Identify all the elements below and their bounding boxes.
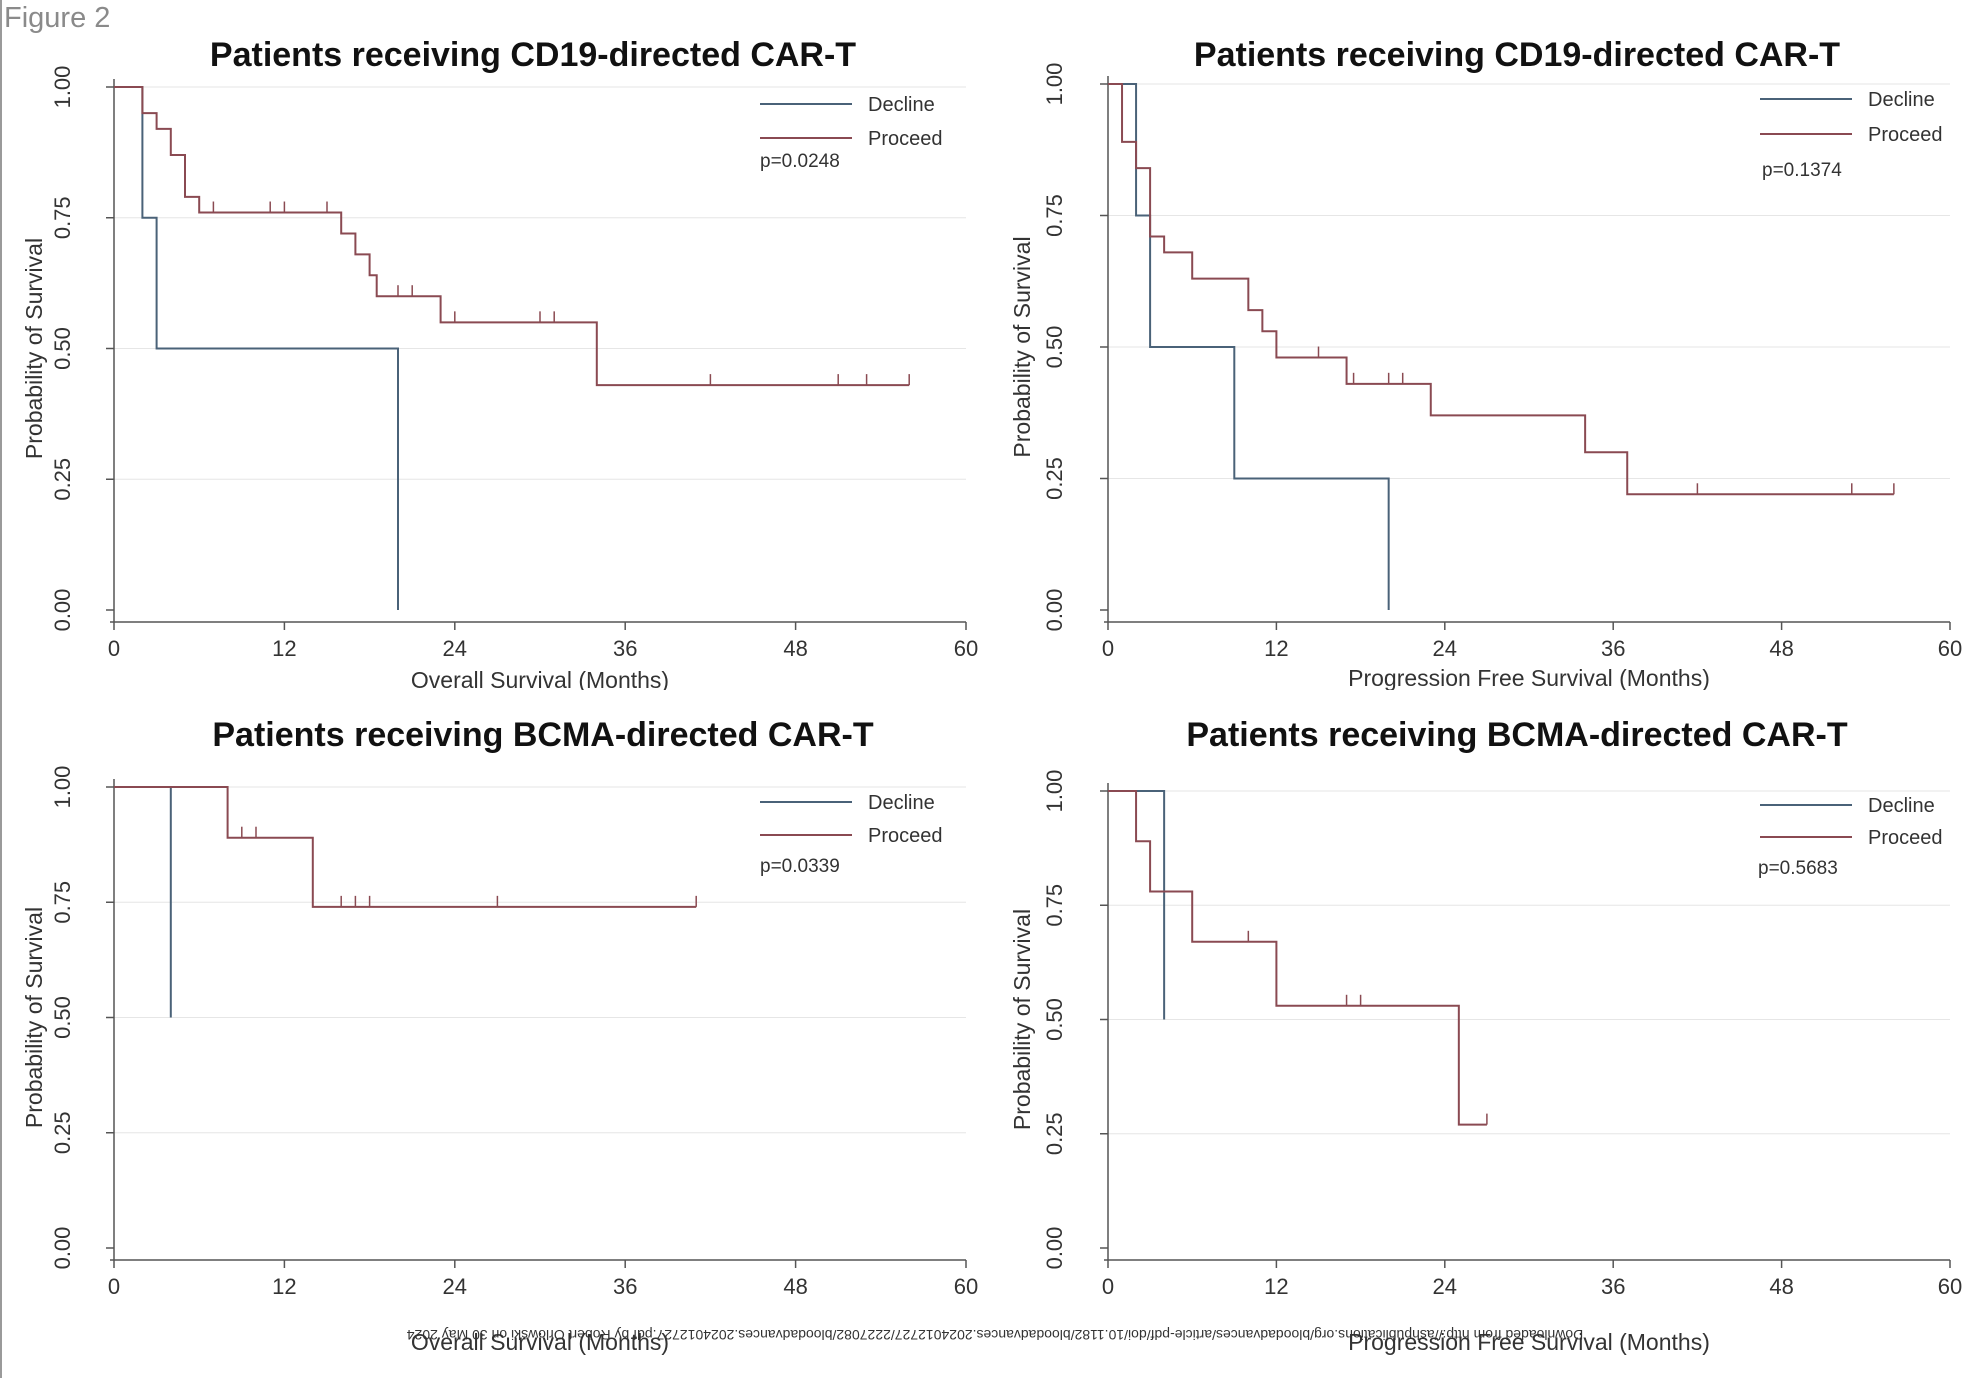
x-tick-label: 24 [443, 636, 467, 661]
legend-label-proceed: Proceed [1868, 124, 1943, 146]
chart-title: Patients receiving CD19-directed CAR-T [210, 36, 856, 74]
y-tick-label: 0.00 [1042, 589, 1067, 632]
y-tick-label: 1.00 [50, 66, 75, 109]
y-axis-label: Probability of Survival [21, 238, 47, 459]
y-tick-label: 1.00 [1042, 63, 1067, 106]
y-tick-label: 0.25 [50, 458, 75, 501]
x-tick-label: 48 [783, 1274, 807, 1299]
x-tick-label: 0 [1102, 636, 1114, 661]
y-tick-label: 1.00 [1042, 770, 1067, 813]
y-tick-label: 0.25 [1042, 457, 1067, 500]
legend-label-decline: Decline [1868, 795, 1935, 817]
p-value-annotation: p=0.1374 [1762, 160, 1842, 181]
chart-panel-cd19-pfs: 0.00 0.25 0.50 0.75 1.00 0 12 24 36 48 60 Patients … [990, 0, 1978, 690]
x-tick-label: 60 [1938, 1274, 1962, 1299]
x-tick-label: 36 [1601, 1274, 1625, 1299]
y-tick-label: 0.75 [50, 196, 75, 239]
y-axis-label: Probability of Survival [1009, 236, 1035, 457]
x-axis-label: Progression Free Survival (Months) [1348, 665, 1710, 690]
y-axis-label: Probability of Survival [21, 907, 47, 1128]
y-tick-label: 0.75 [50, 881, 75, 924]
km-chart-cd19-os: 0.00 0.25 0.50 0.75 1.00 0 12 24 36 48 60 Patients … [21, 36, 978, 690]
x-tick-label: 60 [954, 1274, 978, 1299]
y-tick-label: 0.50 [1042, 998, 1067, 1041]
y-tick-label: 0.00 [50, 1227, 75, 1270]
y-tick-label: 0.25 [1042, 1112, 1067, 1155]
y-tick-label: 0.50 [1042, 326, 1067, 369]
download-watermark: Downloaded from http://ashpublications.o… [406, 1327, 1584, 1343]
x-tick-label: 36 [1601, 636, 1625, 661]
y-tick-label: 0.00 [1042, 1227, 1067, 1270]
x-tick-label: 0 [108, 636, 120, 661]
p-value-annotation: p=0.5683 [1758, 858, 1838, 879]
legend-label-proceed: Proceed [868, 128, 943, 150]
p-value-annotation: p=0.0339 [760, 856, 840, 877]
km-curve-decline [114, 86, 399, 610]
km-curve-proceed [114, 786, 697, 908]
y-tick-label: 0.75 [1042, 194, 1067, 237]
x-tick-label: 12 [1264, 636, 1288, 661]
y-tick-label: 0.50 [50, 996, 75, 1039]
km-chart-bcma-os: 0.00 0.25 0.50 0.75 1.00 0 12 24 36 48 60 Patients … [21, 716, 978, 1355]
x-tick-label: 48 [783, 636, 807, 661]
y-tick-label: 1.00 [50, 766, 75, 809]
y-tick-label: 0.00 [50, 589, 75, 632]
km-chart-cd19-pfs: 0.00 0.25 0.50 0.75 1.00 0 12 24 36 48 60 Patients … [1009, 36, 1962, 690]
legend-label-proceed: Proceed [1868, 827, 1943, 849]
x-tick-label: 24 [1433, 636, 1457, 661]
km-chart-bcma-pfs: 0.00 0.25 0.50 0.75 1.00 0 12 24 36 48 60 Patients … [1009, 716, 1962, 1355]
x-tick-label: 0 [1102, 1274, 1114, 1299]
x-tick-label: 48 [1769, 1274, 1793, 1299]
y-axis-label: Probability of Survival [1009, 909, 1035, 1130]
x-tick-label: 36 [613, 1274, 637, 1299]
x-tick-label: 60 [954, 636, 978, 661]
x-tick-label: 0 [108, 1274, 120, 1299]
y-tick-label: 0.25 [50, 1111, 75, 1154]
chart-title: Patients receiving BCMA-directed CAR-T [212, 716, 873, 754]
x-tick-label: 12 [1264, 1274, 1288, 1299]
chart-title: Patients receiving CD19-directed CAR-T [1194, 36, 1840, 74]
legend-label-decline: Decline [868, 94, 935, 116]
x-tick-label: 60 [1938, 636, 1962, 661]
x-axis-label: Overall Survival (Months) [411, 1329, 669, 1355]
x-tick-label: 48 [1769, 636, 1793, 661]
x-tick-label: 12 [272, 1274, 296, 1299]
x-tick-label: 24 [1433, 1274, 1457, 1299]
x-axis-label: Progression Free Survival (Months) [1348, 1329, 1710, 1355]
chart-panel-bcma-pfs: 0.00 0.25 0.50 0.75 1.00 0 12 24 36 48 60 Patients … [990, 690, 1978, 1380]
x-tick-label: 24 [443, 1274, 467, 1299]
km-curve-proceed [1108, 790, 1487, 1126]
figure-label: Figure 2 [4, 2, 111, 34]
x-axis-label: Overall Survival (Months) [411, 667, 669, 690]
x-tick-label: 12 [272, 636, 296, 661]
legend-label-proceed: Proceed [868, 825, 943, 847]
legend-label-decline: Decline [1868, 89, 1935, 111]
chart-panel-cd19-os: 0.00 0.25 0.50 0.75 1.00 0 12 24 36 48 60 Patients … [0, 0, 990, 690]
y-tick-label: 0.75 [1042, 884, 1067, 927]
chart-panel-bcma-os: 0.00 0.25 0.50 0.75 1.00 0 12 24 36 48 60 Patients … [0, 690, 990, 1380]
km-curve-proceed [114, 86, 910, 387]
km-curve-decline [1108, 83, 1390, 610]
legend-label-decline: Decline [868, 792, 935, 814]
y-tick-label: 0.50 [50, 327, 75, 370]
km-curve-proceed [1108, 83, 1894, 496]
x-tick-label: 36 [613, 636, 637, 661]
left-border-rule [0, 0, 2, 1378]
p-value-annotation: p=0.0248 [760, 151, 840, 172]
chart-title: Patients receiving BCMA-directed CAR-T [1186, 716, 1847, 754]
